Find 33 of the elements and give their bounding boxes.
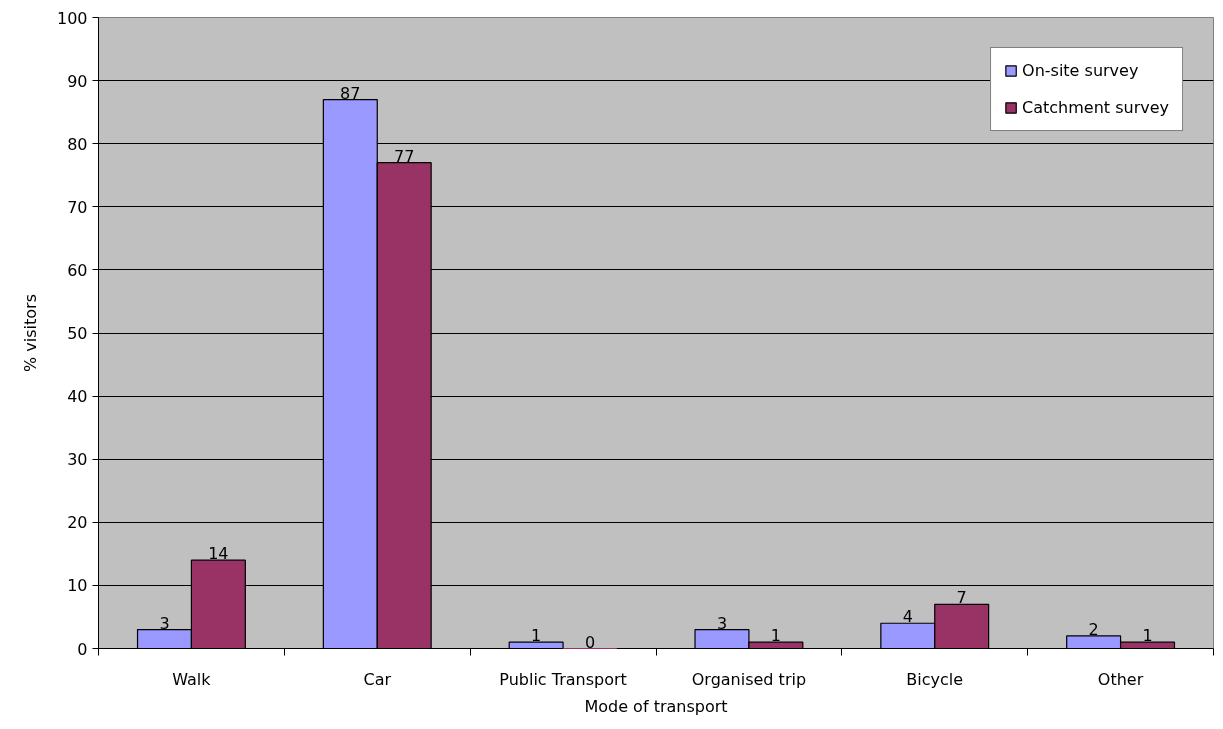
data-label: 14: [208, 544, 229, 564]
y-tick-label: 40: [67, 387, 88, 407]
x-axis-title: Mode of transport: [584, 696, 728, 716]
data-label: 1: [770, 626, 781, 646]
y-tick-label: 80: [67, 134, 88, 154]
x-tick-label: Bicycle: [906, 669, 964, 689]
data-label: 87: [340, 83, 361, 103]
y-tick-label: 50: [67, 324, 88, 343]
data-label: 1: [531, 626, 542, 646]
y-tick-label: 70: [67, 197, 88, 217]
y-axis-title: % visitors: [20, 294, 40, 372]
y-tick-label: 30: [67, 450, 88, 470]
x-tick-label: Public Transport: [499, 669, 627, 689]
data-label: 0: [584, 632, 596, 652]
y-tick-label: 60: [67, 260, 88, 280]
x-tick-label: Other: [1097, 669, 1144, 689]
data-label: 2: [1088, 619, 1099, 639]
y-tick-label: 90: [67, 71, 88, 91]
legend-label: On-site survey: [1022, 61, 1139, 80]
y-tick-label: 20: [67, 513, 88, 533]
x-tick-label: Car: [363, 669, 392, 689]
data-label: 3: [716, 613, 728, 633]
x-tick-label: Organised trip: [691, 669, 807, 689]
x-tick-label: Walk: [172, 669, 212, 689]
y-tick-label: 10: [67, 576, 88, 596]
data-label: 1: [1142, 626, 1153, 646]
legend-label: Catchment survey: [1022, 98, 1169, 117]
data-label: 77: [394, 146, 415, 166]
y-tick-label: 100: [56, 8, 88, 28]
data-label: 3: [159, 613, 170, 633]
data-label: 4: [902, 607, 913, 627]
y-tick-label: 0: [77, 639, 88, 659]
data-label: 7: [956, 588, 967, 608]
